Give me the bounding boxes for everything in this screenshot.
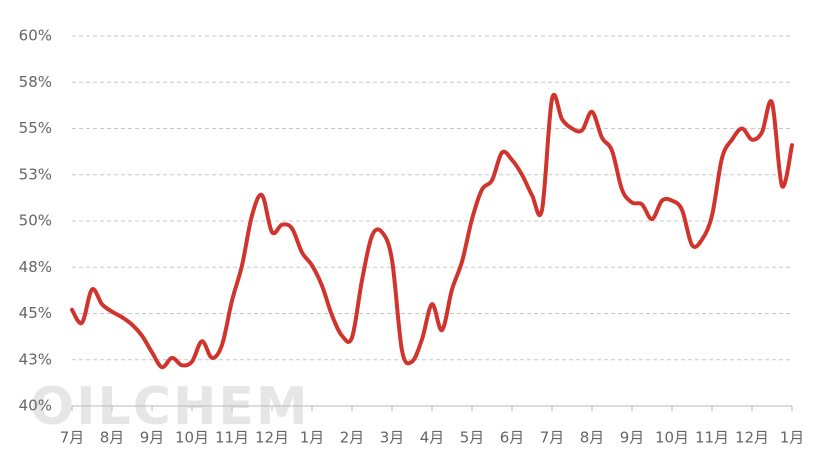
x-tick-label: 9月 bbox=[140, 429, 165, 447]
x-tick-label: 10月 bbox=[175, 429, 209, 447]
y-tick-label: 53% bbox=[19, 165, 52, 183]
x-tick-label: 6月 bbox=[500, 429, 525, 447]
x-tick-label: 5月 bbox=[460, 429, 485, 447]
x-tick-label: 1月 bbox=[780, 429, 805, 447]
line bbox=[70, 93, 794, 370]
x-tick-label: 12月 bbox=[735, 429, 769, 447]
x-tick-label: 3月 bbox=[380, 429, 405, 447]
x-tick-label: 12月 bbox=[255, 429, 289, 447]
y-tick-label: 50% bbox=[19, 212, 52, 230]
y-tick-label: 48% bbox=[19, 258, 52, 276]
y-tick-label: 40% bbox=[19, 397, 52, 415]
x-tick-label: 7月 bbox=[60, 429, 85, 447]
x-tick-label: 11月 bbox=[215, 429, 249, 447]
y-tick-label: 58% bbox=[19, 73, 52, 91]
x-tick-label: 1月 bbox=[300, 429, 325, 447]
x-tick-label: 7月 bbox=[540, 429, 565, 447]
x-tick-label: 8月 bbox=[580, 429, 605, 447]
x-tick-label: 10月 bbox=[655, 429, 689, 447]
y-tick-label: 45% bbox=[19, 304, 52, 322]
y-tick-label: 60% bbox=[19, 27, 52, 45]
x-tick-label: 9月 bbox=[620, 429, 645, 447]
x-tick-label: 4月 bbox=[420, 429, 445, 447]
x-tick-label: 8月 bbox=[100, 429, 125, 447]
y-tick-label: 43% bbox=[19, 350, 52, 368]
watermark: OILCHEM bbox=[30, 377, 310, 437]
y-tick-label: 55% bbox=[19, 119, 52, 137]
x-tick-label: 2月 bbox=[340, 429, 365, 447]
x-tick-label: 11月 bbox=[695, 429, 729, 447]
